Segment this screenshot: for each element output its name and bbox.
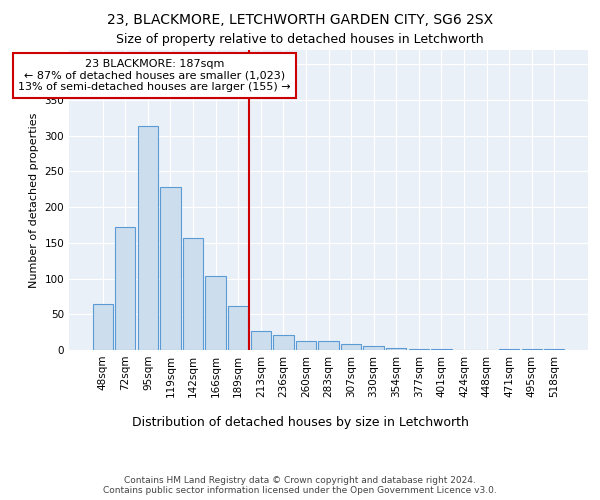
- Text: 23 BLACKMORE: 187sqm
← 87% of detached houses are smaller (1,023)
13% of semi-de: 23 BLACKMORE: 187sqm ← 87% of detached h…: [18, 59, 291, 92]
- Bar: [341, 344, 361, 350]
- Bar: [499, 348, 519, 350]
- Text: Size of property relative to detached houses in Letchworth: Size of property relative to detached ho…: [116, 32, 484, 46]
- Bar: [138, 126, 158, 350]
- Y-axis label: Number of detached properties: Number of detached properties: [29, 112, 39, 288]
- Bar: [92, 304, 113, 350]
- Bar: [319, 342, 338, 350]
- Bar: [386, 348, 406, 350]
- Bar: [273, 335, 293, 350]
- Text: Contains HM Land Registry data © Crown copyright and database right 2024.
Contai: Contains HM Land Registry data © Crown c…: [103, 476, 497, 495]
- Bar: [115, 227, 136, 350]
- Bar: [183, 238, 203, 350]
- Text: 23, BLACKMORE, LETCHWORTH GARDEN CITY, SG6 2SX: 23, BLACKMORE, LETCHWORTH GARDEN CITY, S…: [107, 12, 493, 26]
- Bar: [228, 306, 248, 350]
- Bar: [296, 342, 316, 350]
- Bar: [205, 276, 226, 350]
- Text: Distribution of detached houses by size in Letchworth: Distribution of detached houses by size …: [131, 416, 469, 429]
- Bar: [364, 346, 384, 350]
- Bar: [160, 187, 181, 350]
- Bar: [251, 330, 271, 350]
